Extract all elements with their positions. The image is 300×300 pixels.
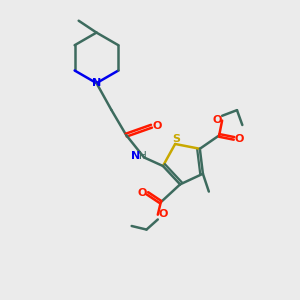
Text: O: O: [158, 209, 168, 219]
Text: N: N: [131, 151, 140, 161]
Text: O: O: [137, 188, 147, 198]
Text: O: O: [235, 134, 244, 144]
Text: O: O: [152, 121, 161, 131]
Text: O: O: [212, 115, 221, 125]
Text: N: N: [92, 78, 101, 88]
Text: H: H: [139, 151, 147, 161]
Text: S: S: [172, 134, 180, 144]
